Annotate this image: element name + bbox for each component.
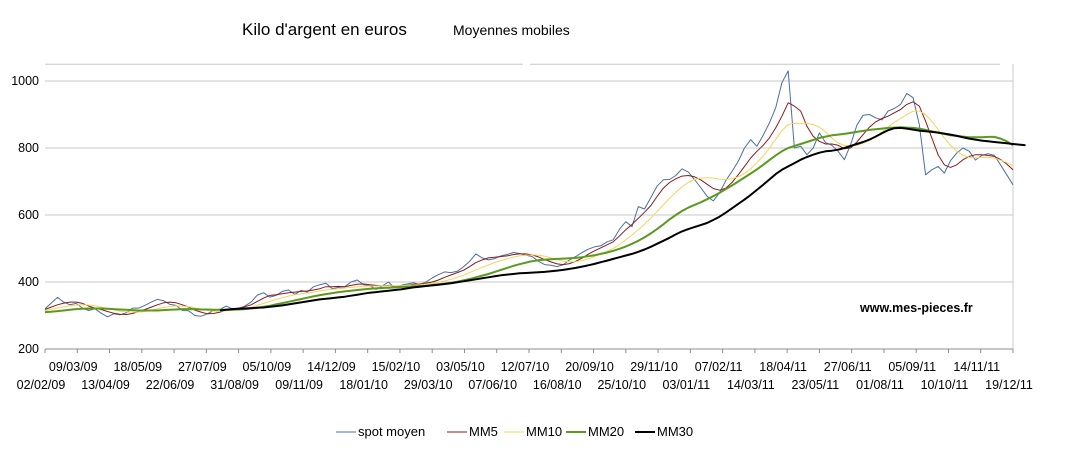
x-tick-label-14/12/09: 14/12/09 xyxy=(307,360,356,374)
watermark-text: www.mes-pieces.fr xyxy=(859,301,973,315)
x-tick-label-18/04/11: 18/04/11 xyxy=(759,360,807,374)
series-line-mm20 xyxy=(44,126,1014,314)
x-tick-label-13/04/09: 13/04/09 xyxy=(81,378,130,392)
series-line-mm5 xyxy=(44,101,1014,315)
x-tick-label-02/02/09: 02/02/09 xyxy=(17,378,66,392)
series-line-spot-moyen xyxy=(44,70,1014,318)
x-tick-label-07/02/11: 07/02/11 xyxy=(695,360,743,374)
x-tick-label-27/07/09: 27/07/09 xyxy=(178,360,227,374)
series-line-mm30 xyxy=(219,126,1026,312)
legend: spot moyen MM5 MM10 MM20 MM30 xyxy=(336,424,693,439)
axes: 200 400 600 800 1000 02/02/09 13/04/09 22/06/09… xyxy=(11,64,1033,392)
x-tick-label-10/10/11: 10/10/11 xyxy=(921,378,969,392)
y-tick-800: 800 xyxy=(18,141,39,155)
y-tick-400: 400 xyxy=(18,275,39,289)
x-tick-label-27/06/11: 27/06/11 xyxy=(824,360,872,374)
x-tick-label-14/11/11: 14/11/11 xyxy=(953,360,1000,374)
chart-subtitle: Moyennes mobiles xyxy=(453,22,570,38)
x-tick-label-03/01/11: 03/01/11 xyxy=(662,378,710,392)
gridlines xyxy=(45,63,1013,283)
x-tick-label-19/12/11: 19/12/11 xyxy=(985,378,1033,392)
x-tick-label-07/06/10: 07/06/10 xyxy=(468,378,517,392)
legend-label-mm10: MM10 xyxy=(526,424,562,439)
x-tick-label-03/05/10: 03/05/10 xyxy=(436,360,485,374)
x-tick-label-09/03/09: 09/03/09 xyxy=(49,360,98,374)
x-tick-label-15/02/10: 15/02/10 xyxy=(372,360,421,374)
x-tick-label-05/10/09: 05/10/09 xyxy=(243,360,292,374)
x-tick-label-18/05/09: 18/05/09 xyxy=(113,360,162,374)
y-tick-200: 200 xyxy=(18,342,39,356)
x-tick-label-29/11/10: 29/11/10 xyxy=(630,360,678,374)
series-group xyxy=(44,70,1026,318)
y-tick-1000: 1000 xyxy=(11,74,39,88)
x-tick-label-12/07/10: 12/07/10 xyxy=(501,360,550,374)
x-tick-label-14/03/11: 14/03/11 xyxy=(727,378,775,392)
x-tick-label-20/09/10: 20/09/10 xyxy=(565,360,614,374)
x-tick-label-16/08/10: 16/08/10 xyxy=(533,378,582,392)
y-tick-600: 600 xyxy=(18,208,39,222)
x-tick-label-29/03/10: 29/03/10 xyxy=(404,378,453,392)
x-tick-label-01/08/11: 01/08/11 xyxy=(856,378,904,392)
x-tick-label-09/11/09: 09/11/09 xyxy=(275,378,323,392)
chart-title: Kilo d'argent en euros xyxy=(242,20,407,39)
legend-label-mm20: MM20 xyxy=(588,424,624,439)
legend-label-mm30: MM30 xyxy=(657,424,693,439)
x-tick-label-31/08/09: 31/08/09 xyxy=(210,378,259,392)
x-tick-label-18/01/10: 18/01/10 xyxy=(339,378,388,392)
legend-label-mm5: MM5 xyxy=(469,424,498,439)
x-tick-label-05/09/11: 05/09/11 xyxy=(888,360,936,374)
x-tick-label-22/06/09: 22/06/09 xyxy=(146,378,195,392)
x-tick-label-25/10/10: 25/10/10 xyxy=(597,378,646,392)
legend-label-spot-moyen: spot moyen xyxy=(358,424,425,439)
x-tick-label-23/05/11: 23/05/11 xyxy=(792,378,840,392)
